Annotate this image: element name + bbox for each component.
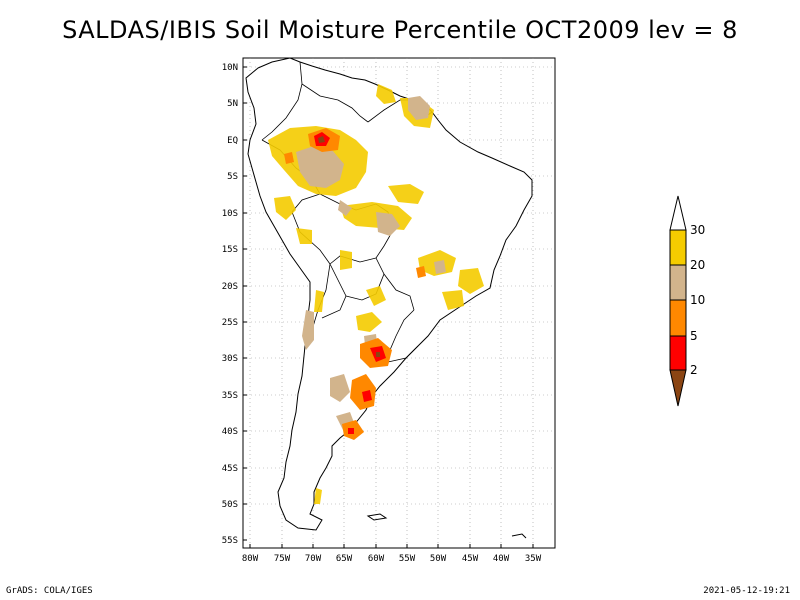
lat-label: 35S [222, 391, 238, 401]
map-title: SALDAS/IBIS Soil Moisture Percentile OCT… [62, 16, 738, 44]
lat-label: 25S [222, 318, 238, 328]
footer-credit: GrADS: COLA/IGES [6, 586, 93, 596]
lat-label: 45S [222, 464, 238, 474]
lat-label: 10S [222, 209, 238, 219]
footer-timestamp: 2021-05-12-19:21 [703, 586, 790, 596]
lon-label: 80W [242, 554, 259, 564]
lon-label: 45W [462, 554, 479, 564]
category-10-20 [296, 96, 446, 432]
lon-label: 35W [525, 554, 542, 564]
lon-label: 40W [493, 554, 510, 564]
colorbar-label: 30 [690, 223, 705, 237]
category-below-2 [318, 136, 380, 357]
colorbar-segment-10-20 [669, 264, 687, 301]
lon-label: 55W [399, 554, 416, 564]
latitude-labels: 10N 5N EQ 5S 10S 15S 20S 25S 30S 35S 40S 45S 50S 55S [222, 63, 247, 546]
lon-label: 60W [368, 554, 385, 564]
colorbar-segment-2-5 [669, 335, 687, 371]
lat-label: EQ [227, 136, 238, 146]
colorbar-label: 5 [690, 329, 698, 343]
colorbar-segment-20-30 [669, 229, 687, 266]
lat-label: 50S [222, 500, 238, 510]
colorbar-segment-below-2 [669, 369, 687, 407]
lon-label: 70W [305, 554, 322, 564]
colorbar-label: 20 [690, 258, 705, 272]
colorbar-segment-above-30 [669, 195, 687, 231]
colorbar-label: 10 [690, 293, 705, 307]
islands [366, 513, 527, 539]
lat-label: 5N [227, 99, 238, 109]
lat-label: 20S [222, 282, 238, 292]
lat-label: 55S [222, 536, 238, 546]
colorbar-label: 2 [690, 363, 698, 377]
lat-label: 10N [222, 63, 238, 73]
colorbar: 30 20 10 5 2 [669, 195, 705, 407]
lon-label: 75W [274, 554, 291, 564]
lat-label: 40S [222, 427, 238, 437]
lon-label: 65W [336, 554, 353, 564]
lat-label: 5S [227, 172, 238, 182]
longitude-labels: 80W 75W 70W 65W 60W 55W 50W 45W 40W 35W [242, 544, 542, 564]
lat-label: 30S [222, 354, 238, 364]
colorbar-segment-5-10 [669, 299, 687, 337]
lon-label: 50W [430, 554, 447, 564]
lat-label: 15S [222, 245, 238, 255]
